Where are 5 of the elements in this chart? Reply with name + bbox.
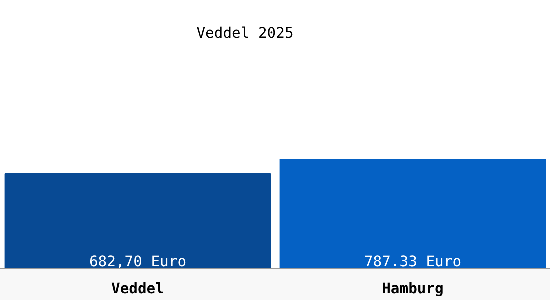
data-label: 682,70 Euro <box>89 254 187 270</box>
x-tick-label: Hamburg <box>382 280 444 298</box>
x-tick-label: Veddel <box>112 280 164 298</box>
chart-title: Veddel 2025 <box>196 25 294 42</box>
data-label: 787.33 Euro <box>364 254 462 270</box>
